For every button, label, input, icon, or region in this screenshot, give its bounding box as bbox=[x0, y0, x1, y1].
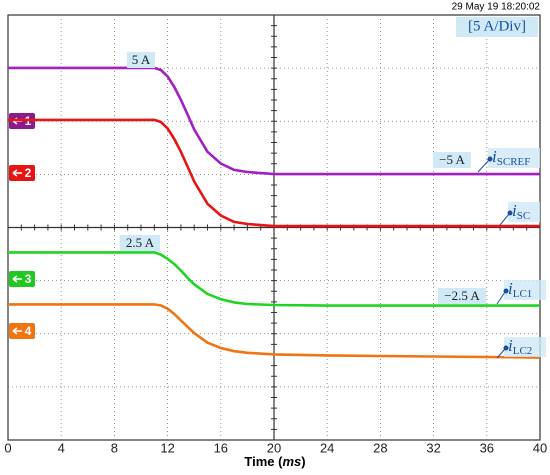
annotation: −5 A bbox=[439, 152, 465, 167]
x-tick-label: 32 bbox=[426, 440, 440, 455]
x-tick-label: 4 bbox=[58, 440, 65, 455]
annotation-bg bbox=[433, 152, 471, 168]
name-bg bbox=[504, 337, 546, 357]
name-bg bbox=[504, 280, 546, 300]
name-pointer bbox=[496, 291, 506, 305]
trace bbox=[8, 66, 540, 176]
series-name: iLC1 bbox=[508, 279, 532, 300]
x-tick-label: 16 bbox=[214, 440, 228, 455]
name-dot bbox=[503, 345, 509, 351]
name-text: i bbox=[508, 279, 513, 298]
channel-arrow bbox=[12, 327, 22, 335]
x-axis-label: Time (ms) bbox=[244, 454, 305, 469]
x-label-part: ms bbox=[282, 454, 301, 469]
name-text: i bbox=[492, 147, 497, 166]
name-bg bbox=[488, 148, 540, 168]
scale-label: [5 A/Div] bbox=[468, 18, 526, 34]
name-pointer bbox=[496, 348, 506, 359]
channel-arrow bbox=[12, 169, 22, 177]
name-sub: LC2 bbox=[513, 345, 533, 357]
name-dot bbox=[507, 210, 513, 216]
name-text: i bbox=[508, 336, 513, 355]
series-name: iSCREF bbox=[492, 147, 530, 168]
x-tick-label: 24 bbox=[320, 440, 334, 455]
x-tick-label: 12 bbox=[160, 440, 174, 455]
x-tick-label: 36 bbox=[480, 440, 494, 455]
x-tick-label: 0 bbox=[4, 440, 11, 455]
trace bbox=[8, 118, 540, 228]
name-sub: LC1 bbox=[513, 288, 533, 300]
x-tick-label: 28 bbox=[373, 440, 387, 455]
name-pointer bbox=[499, 213, 510, 226]
annotation: 2.5 A bbox=[126, 235, 155, 250]
x-tick-label: 40 bbox=[533, 440, 547, 455]
annotation-bg bbox=[120, 235, 160, 251]
x-label-part: Time ( bbox=[244, 454, 283, 469]
x-tick-label: 20 bbox=[267, 440, 281, 455]
name-text: i bbox=[512, 201, 517, 220]
x-tick-label: 8 bbox=[111, 440, 118, 455]
trace bbox=[8, 251, 540, 307]
channel-label: 2 bbox=[25, 166, 32, 180]
channel-label: 3 bbox=[25, 272, 32, 286]
annotation: −2.5 A bbox=[444, 288, 480, 303]
channel-label: 4 bbox=[25, 324, 32, 338]
timestamp: 29 May 19 18:20:02 bbox=[452, 2, 541, 13]
series-name: iSC bbox=[512, 201, 530, 222]
series-name: iLC2 bbox=[508, 336, 532, 357]
name-dot bbox=[487, 156, 493, 162]
annotation: 5 A bbox=[132, 52, 151, 67]
name-sub: SC bbox=[517, 210, 530, 222]
name-pointer bbox=[477, 159, 490, 173]
x-label-part: ) bbox=[301, 454, 305, 469]
name-sub: SCREF bbox=[497, 156, 531, 168]
channel-arrow bbox=[12, 275, 22, 283]
trace bbox=[8, 303, 541, 359]
scale-box bbox=[456, 17, 538, 37]
name-bg bbox=[508, 202, 540, 222]
annotation-bg bbox=[127, 52, 155, 68]
name-dot bbox=[503, 288, 509, 294]
annotation-bg bbox=[438, 288, 486, 304]
